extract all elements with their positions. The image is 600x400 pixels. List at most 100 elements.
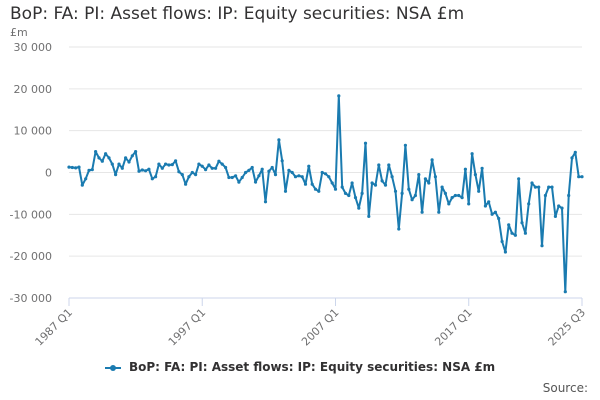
data-point [530, 181, 534, 185]
data-point [580, 175, 584, 179]
data-point [417, 173, 421, 177]
y-tick-label: 10 000 [14, 125, 53, 138]
data-point [207, 163, 211, 167]
data-point [520, 221, 524, 225]
data-point [240, 175, 244, 180]
data-point [297, 174, 301, 178]
data-point [543, 193, 548, 198]
data-point [407, 187, 411, 191]
data-point [154, 175, 158, 179]
legend[interactable]: BoP: FA: PI: Asset flows: IP: Equity sec… [0, 360, 600, 374]
data-point [237, 180, 241, 184]
data-point [250, 165, 254, 170]
data-point [340, 185, 344, 189]
axes: £m 30 000 20 000 10 000 0 -10 000 -20 000 -30 0… [10, 26, 589, 348]
data-point [480, 166, 484, 170]
source-label: Source: [542, 381, 588, 395]
data-point [540, 244, 544, 248]
data-point [377, 163, 381, 167]
data-point [167, 163, 171, 167]
data-point [220, 162, 224, 166]
data-point [373, 183, 378, 187]
data-point [244, 170, 248, 175]
data-point [140, 168, 144, 172]
data-point [427, 181, 431, 185]
data-point [423, 177, 427, 181]
data-point [224, 165, 228, 170]
data-point [400, 191, 404, 195]
data-point [353, 196, 358, 200]
data-point [90, 168, 94, 172]
data-point [184, 182, 188, 186]
data-point [490, 212, 494, 216]
y-unit-label: £m [10, 26, 28, 39]
y-tick-label: 0 [45, 167, 52, 180]
data-point [503, 250, 507, 254]
data-point [150, 177, 154, 181]
data-point [194, 173, 198, 177]
data-point [273, 173, 278, 177]
data-point [110, 162, 114, 166]
data-point [80, 183, 84, 187]
data-point [473, 173, 477, 177]
data-point [370, 181, 374, 185]
data-point [553, 214, 558, 218]
series-line [68, 94, 582, 293]
y-tick-label: -30 000 [10, 292, 52, 305]
data-point [177, 170, 181, 174]
data-point [343, 191, 348, 195]
data-point [390, 175, 394, 179]
data-point [357, 206, 361, 210]
data-point [510, 231, 514, 235]
data-point [387, 163, 391, 167]
data-point [283, 189, 288, 193]
x-tick-label: 1997 Q1 [166, 306, 209, 349]
data-point [500, 239, 504, 244]
data-point [493, 210, 497, 214]
data-point [327, 175, 331, 179]
data-point [157, 162, 161, 166]
data-point [174, 159, 178, 163]
data-point [517, 177, 521, 181]
data-point [287, 168, 291, 172]
data-point [210, 166, 214, 170]
data-point [360, 191, 364, 195]
data-point [533, 185, 538, 189]
data-point [204, 168, 208, 172]
data-point [303, 182, 308, 186]
data-point [257, 174, 261, 178]
data-point [367, 214, 371, 218]
data-point [563, 290, 567, 294]
data-point [410, 198, 414, 202]
data-point [114, 173, 118, 177]
data-point [300, 175, 304, 179]
data-point [497, 216, 501, 221]
data-point [227, 175, 231, 180]
legend-label: BoP: FA: PI: Asset flows: IP: Equity sec… [129, 360, 496, 374]
data-point [350, 181, 354, 185]
data-point [487, 200, 491, 204]
data-point [127, 160, 131, 164]
data-point [160, 166, 164, 170]
data-point [70, 165, 74, 170]
data-point [447, 202, 451, 206]
data-point [560, 206, 564, 210]
data-point [483, 204, 487, 208]
data-point [260, 167, 264, 171]
data-point [310, 182, 314, 186]
data-point [247, 168, 251, 172]
data-point [270, 165, 274, 170]
series-layer [67, 94, 584, 294]
data-point [550, 185, 554, 189]
chart-title: BoP: FA: PI: Asset flows: IP: Equity sec… [10, 4, 465, 24]
data-point [120, 166, 124, 170]
data-point [433, 175, 437, 179]
data-point [190, 170, 194, 175]
data-point [144, 169, 148, 173]
data-point [267, 169, 271, 173]
data-point [84, 177, 88, 181]
data-point [307, 164, 311, 168]
data-point [460, 196, 464, 200]
data-point [397, 227, 401, 231]
data-point [214, 166, 218, 170]
